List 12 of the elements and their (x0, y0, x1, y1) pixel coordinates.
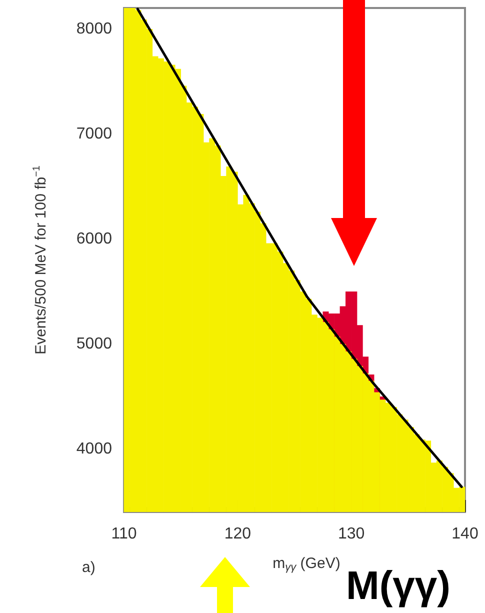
y-tick-label: 4000 (76, 440, 112, 458)
x-tick-label: 110 (111, 526, 137, 542)
x-tick-label: 130 (338, 526, 365, 542)
y-tick-label: 7000 (76, 126, 112, 142)
text: M(γγ) (346, 564, 450, 608)
y-tick-label: 6000 (76, 230, 112, 248)
y-tick-label: 5000 (76, 336, 112, 352)
y-axis-title: Events/500 MeV for 100 fb−1 (32, 165, 50, 355)
x-tick-label: 120 (224, 526, 252, 542)
y-tick-label: 8000 (76, 20, 112, 38)
text: a) (82, 559, 96, 576)
x-tick-label: 140 (452, 526, 478, 542)
